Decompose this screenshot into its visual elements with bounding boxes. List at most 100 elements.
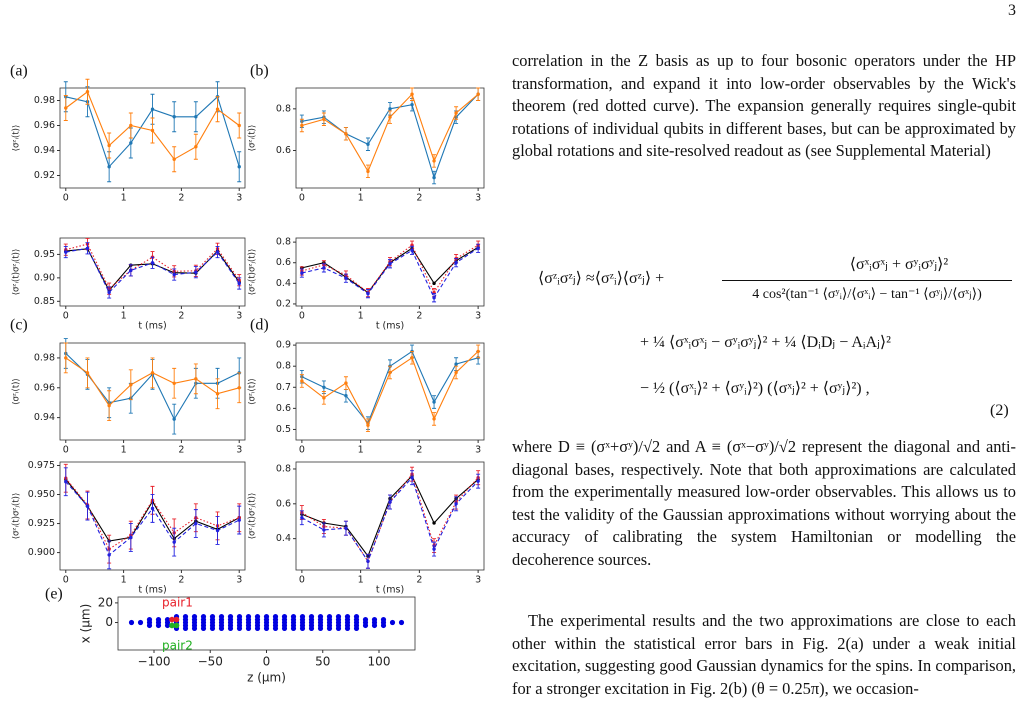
series-line xyxy=(65,243,240,290)
data-point xyxy=(344,276,348,280)
axes-frame xyxy=(295,87,485,189)
data-point xyxy=(107,290,111,295)
data-point xyxy=(194,115,198,119)
y-tick-label: 0.7 xyxy=(276,382,291,393)
data-point xyxy=(366,291,370,296)
y-tick-label: 0.98 xyxy=(34,352,55,363)
x-tick-label: 1 xyxy=(121,311,127,322)
y-axis-label: ⟨σᶻᵢ(t)σᶻⱼ(t)⟩ xyxy=(12,249,22,296)
ion xyxy=(299,614,306,620)
x-tick-label: 3 xyxy=(236,193,242,204)
data-point xyxy=(454,502,458,506)
axes-frame xyxy=(59,461,246,571)
x-tick-label: 2 xyxy=(178,575,184,586)
series-line xyxy=(301,476,479,563)
data-point xyxy=(432,175,436,180)
data-point xyxy=(300,123,304,128)
ion xyxy=(137,619,144,626)
data-point xyxy=(300,379,304,383)
data-point xyxy=(85,90,90,94)
x-axis-label: t (ms) xyxy=(376,321,404,332)
y-tick-label: 0.9 xyxy=(276,340,291,351)
y-tick-label: 0.92 xyxy=(34,170,55,181)
axes-frame xyxy=(59,342,246,441)
x-tick-label: 1 xyxy=(121,575,127,586)
ion xyxy=(209,614,216,620)
y-axis-label: ⟨σᶻᵢ(t)σᶻⱼ(t)⟩ xyxy=(12,493,22,540)
y-tick-label: 0.8 xyxy=(276,237,291,248)
axes-frame xyxy=(295,342,485,441)
ion xyxy=(281,614,288,620)
data-point xyxy=(432,159,436,163)
ion xyxy=(245,614,252,620)
data-point xyxy=(215,250,220,254)
y-tick-label: 20 xyxy=(98,595,113,609)
data-point xyxy=(129,141,133,145)
data-point xyxy=(172,115,176,119)
paragraph: where D ≡ (σˣ+σʸ)/√2 and A ≡ (σˣ−σʸ)/√2 … xyxy=(512,437,1016,569)
x-tick-label: 1 xyxy=(121,193,127,204)
ion xyxy=(317,614,324,620)
data-point xyxy=(476,246,480,251)
data-point xyxy=(432,281,436,286)
y-tick-label: 0.6 xyxy=(276,145,291,156)
data-point xyxy=(129,123,133,128)
data-point xyxy=(215,392,220,396)
data-point xyxy=(454,261,458,265)
data-point xyxy=(129,268,133,273)
pair-label: pair2 xyxy=(162,639,193,653)
panel-label: (b) xyxy=(250,63,269,80)
data-point xyxy=(194,270,198,274)
data-point xyxy=(237,123,241,128)
page-number: 3 xyxy=(1008,2,1016,19)
highlighted-ion xyxy=(169,616,175,623)
data-point xyxy=(194,521,198,526)
highlighted-ion xyxy=(173,616,180,623)
ion xyxy=(200,614,207,620)
data-point xyxy=(322,396,326,400)
series-line xyxy=(301,473,479,563)
data-point xyxy=(107,165,111,169)
x-tick-label: 0 xyxy=(299,575,305,586)
data-point xyxy=(129,383,133,387)
pair-label: pair1 xyxy=(162,596,193,610)
data-point xyxy=(194,145,198,149)
panel-label: (a) xyxy=(10,63,28,80)
data-point xyxy=(432,521,436,525)
data-point xyxy=(322,266,326,270)
highlighted-ion xyxy=(169,622,175,629)
data-point xyxy=(454,362,458,366)
ion xyxy=(218,614,225,620)
data-point xyxy=(172,417,176,421)
series-line xyxy=(301,474,479,558)
data-point xyxy=(432,296,436,300)
y-tick-label: 0.925 xyxy=(28,518,55,529)
data-point xyxy=(322,528,326,532)
ion xyxy=(182,614,189,620)
y-tick-label: 0.6 xyxy=(276,257,291,268)
x-tick-label: 0 xyxy=(263,655,271,669)
x-axis-label: t (ms) xyxy=(138,321,166,332)
ion xyxy=(272,614,279,620)
ion xyxy=(335,614,342,620)
y-tick-label: 0.5 xyxy=(276,424,291,435)
data-point xyxy=(476,349,480,354)
ion xyxy=(236,614,243,620)
x-tick-label: 0 xyxy=(63,445,69,456)
data-point xyxy=(150,261,155,265)
x-tick-label: 0 xyxy=(63,193,69,204)
panel-label: (d) xyxy=(250,317,269,334)
y-tick-label: 0.90 xyxy=(34,272,55,283)
x-tick-label: −50 xyxy=(198,655,223,669)
x-tick-label: 1 xyxy=(358,193,364,204)
data-point xyxy=(366,559,370,563)
data-point xyxy=(107,143,111,148)
y-tick-label: 0.98 xyxy=(34,95,55,106)
axes-frame xyxy=(295,237,485,307)
data-point xyxy=(454,370,458,375)
data-point xyxy=(388,115,392,119)
y-axis-label: ⟨σᶻᵢ(t)σᶻⱼ(t)⟩ xyxy=(248,249,258,296)
y-axis-label: ⟨σᶻᵢ(t)⟩ xyxy=(248,378,258,405)
data-point xyxy=(410,356,414,360)
y-axis-label: ⟨σᶻᵢ(t)⟩ xyxy=(12,125,22,152)
